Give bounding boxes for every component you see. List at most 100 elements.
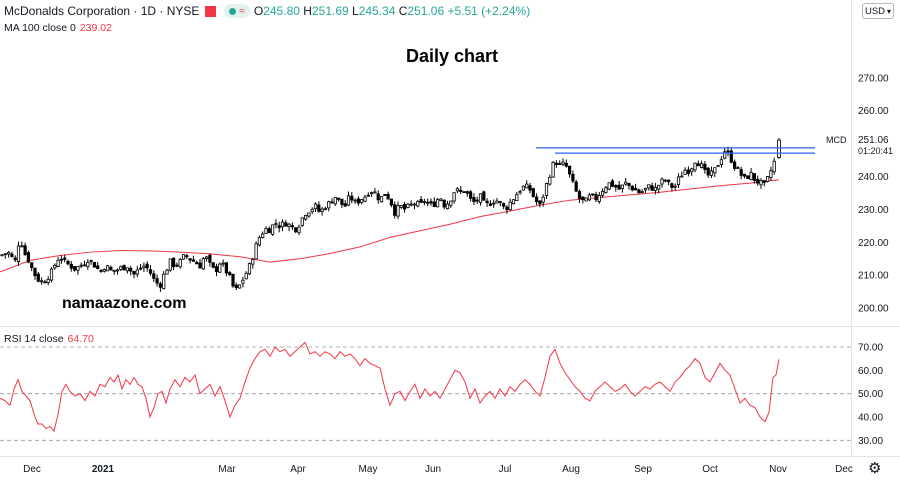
rsi-pane [0, 341, 851, 441]
candle-up [346, 195, 351, 206]
gear-icon[interactable]: ⚙ [868, 460, 882, 477]
candle-up [178, 259, 182, 268]
candle-up [333, 196, 337, 205]
candle-down [92, 261, 96, 268]
candle-down [59, 258, 64, 261]
rsi-legend[interactable]: RSI 14 close 64.70 [4, 333, 94, 345]
candle-down [43, 281, 47, 284]
candle-down [432, 201, 436, 207]
ma-legend[interactable]: MA 100 close 0 239.02 [4, 22, 112, 34]
rsi-axis[interactable]: 70.00 60.00 50.00 40.00 30.00 [858, 343, 883, 447]
candle-down [109, 266, 113, 271]
candle-down [472, 196, 476, 202]
candle-up [399, 205, 403, 208]
candle-up [713, 167, 717, 174]
horizontal-lines[interactable] [536, 147, 815, 154]
rsi-label: RSI 14 close [4, 333, 64, 345]
candle-down [558, 163, 562, 165]
ma100-polyline [0, 179, 780, 273]
candle-down [742, 173, 747, 177]
candle-down [343, 203, 347, 207]
market-status-flag-icon[interactable] [205, 5, 217, 17]
candle-up [525, 183, 529, 189]
candle-up [49, 268, 54, 281]
candle-down [577, 191, 582, 200]
time-tick-label: Aug [562, 464, 580, 475]
market-status-pill[interactable]: ≈ [224, 4, 250, 18]
symbol-title[interactable]: McDonalds Corporation · 1D · NYSE [4, 4, 200, 18]
time-tick-label: Jun [425, 464, 441, 475]
candle-up [373, 191, 377, 194]
price-tick-label: 220.00 [858, 238, 889, 249]
rsi-tick-label: 30.00 [858, 436, 883, 447]
candles [0, 138, 781, 292]
countdown-label: 01:20:41 [858, 146, 893, 156]
rsi-tick-label: 50.00 [858, 389, 883, 400]
candle-down [152, 273, 156, 279]
candle-down [528, 185, 532, 191]
candle-up [643, 187, 648, 191]
candle-down [138, 267, 143, 270]
candle-down [591, 193, 595, 196]
candle-down [224, 262, 228, 274]
candle-down [277, 225, 281, 229]
candle-up [135, 269, 139, 275]
candle-up [56, 259, 60, 267]
candle-down [686, 169, 691, 174]
candle-up [369, 192, 374, 195]
candle-down [627, 182, 631, 186]
candle-up [412, 203, 417, 206]
price-tick-label: 230.00 [858, 205, 889, 216]
candle-down [191, 259, 195, 262]
candle-up [492, 202, 496, 205]
chart-header: McDonalds Corporation · 1D · NYSE ≈ O245… [4, 2, 530, 20]
time-axis[interactable]: Dec 2021 Mar Apr May Jun Jul Aug Sep Oct Nov Dec [23, 464, 853, 475]
candle-up [102, 269, 106, 272]
candle-down [726, 150, 730, 153]
high-label: H [303, 4, 312, 18]
candle-up [313, 203, 318, 210]
candle-down [667, 179, 671, 183]
candle-up [327, 201, 331, 209]
candle-up [620, 184, 625, 189]
candle-down [290, 225, 295, 228]
candle-up [310, 208, 314, 213]
candle-up [300, 217, 304, 226]
candle-down [442, 199, 446, 208]
candle-down [175, 264, 179, 267]
candle-down [36, 273, 40, 282]
candle-up [264, 228, 268, 234]
candle-up [274, 223, 278, 226]
time-tick-label: Dec [23, 464, 41, 475]
candle-up [449, 200, 453, 206]
candle-down [33, 267, 37, 277]
candle-up [759, 179, 763, 186]
candle-down [228, 272, 232, 275]
candle-down [23, 245, 27, 255]
currency-label: USD [864, 5, 886, 17]
candle-up [307, 212, 311, 217]
candle-down [670, 183, 674, 188]
time-tick-label: Apr [290, 464, 306, 475]
candle-down [376, 193, 380, 201]
candle-up [548, 176, 552, 185]
candle-up [237, 284, 242, 289]
candle-down [158, 283, 162, 288]
candle-down [462, 191, 466, 194]
candle-up [700, 163, 704, 168]
candle-up [777, 139, 781, 158]
candle-up [607, 182, 611, 190]
currency-selector[interactable]: USD ▾ [862, 3, 894, 19]
candle-up [624, 181, 628, 185]
candle-down [284, 222, 288, 227]
price-axis[interactable]: 270.00260.00250.00240.00230.00220.00210.… [858, 73, 889, 314]
candle-down [733, 161, 737, 169]
candle-down [459, 189, 463, 192]
candle-down [746, 175, 750, 179]
candle-up [115, 269, 120, 272]
open-label: O [253, 4, 264, 18]
candle-up [772, 160, 776, 173]
candle-down [488, 203, 493, 206]
candle-down [663, 179, 667, 182]
